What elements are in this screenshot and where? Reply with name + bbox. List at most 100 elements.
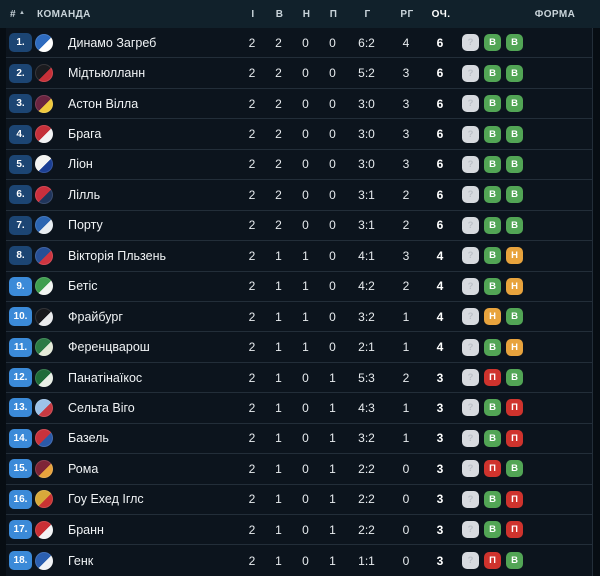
stat-draws: 0 bbox=[302, 187, 309, 202]
column-header-points[interactable]: ОЧ. bbox=[431, 8, 451, 20]
form-badge-win[interactable]: В bbox=[484, 521, 501, 539]
stat-goal-diff: 3 bbox=[402, 248, 410, 263]
form-badge-win[interactable]: В bbox=[484, 399, 501, 417]
position-cell: 10. bbox=[6, 307, 32, 327]
form-badge-upcoming[interactable]: ? bbox=[462, 186, 479, 204]
form-badge-win[interactable]: В bbox=[484, 64, 501, 82]
form-badge-win[interactable]: В bbox=[484, 216, 501, 234]
stat-played: 2 bbox=[248, 66, 256, 81]
form-badge-upcoming[interactable]: ? bbox=[462, 34, 479, 52]
form-badge-upcoming[interactable]: ? bbox=[462, 521, 479, 539]
form-badge-win[interactable]: В bbox=[484, 277, 501, 295]
form-badge-win[interactable]: В bbox=[506, 216, 523, 234]
table-row[interactable]: 5. Ліон 2 2 0 0 3:0 3 6 ? В В bbox=[6, 149, 592, 181]
form-badge-upcoming[interactable]: ? bbox=[462, 155, 479, 173]
form-badge-loss[interactable]: П bbox=[484, 369, 501, 387]
stat-wins: 2 bbox=[275, 96, 282, 111]
form-badge-upcoming[interactable]: ? bbox=[462, 125, 479, 143]
form-badge-draw[interactable]: Н bbox=[506, 247, 523, 265]
form-badge-upcoming[interactable]: ? bbox=[462, 308, 479, 326]
form-badge-win[interactable]: В bbox=[506, 64, 523, 82]
table-row[interactable]: 14. Базель 2 1 0 1 3:2 1 3 ? В П bbox=[6, 423, 592, 455]
table-row[interactable]: 17. Бранн 2 1 0 1 2:2 0 3 ? В П bbox=[6, 515, 592, 546]
stat-played: 2 bbox=[248, 522, 256, 537]
form-badge-win[interactable]: В bbox=[484, 34, 501, 52]
table-row[interactable]: 15. Рома 2 1 0 1 2:2 0 3 ? П В bbox=[6, 454, 592, 485]
form-badge-win[interactable]: В bbox=[506, 125, 523, 143]
stat-draws: 0 bbox=[302, 492, 309, 507]
form-badge-win[interactable]: В bbox=[506, 186, 523, 204]
form-badge-loss[interactable]: П bbox=[506, 429, 523, 447]
table-row[interactable]: 1. Динамо Загреб 2 2 0 0 6:2 4 6 ? В В bbox=[6, 28, 592, 59]
column-header-position[interactable]: # ▲ bbox=[0, 9, 28, 20]
form-badge-win[interactable]: В bbox=[506, 552, 523, 570]
form-badge-win[interactable]: В bbox=[484, 186, 501, 204]
form-badges: ? В В bbox=[455, 125, 592, 143]
form-badge-win[interactable]: В bbox=[484, 429, 501, 447]
table-row[interactable]: 11. Ференцварош 2 1 1 0 2:1 1 4 ? В Н bbox=[6, 332, 592, 363]
stat-goal-diff: 3 bbox=[402, 96, 410, 111]
form-badge-upcoming[interactable]: ? bbox=[462, 64, 479, 82]
table-row[interactable]: 18. Генк 2 1 0 1 1:1 0 3 ? П В bbox=[6, 545, 592, 576]
column-header-team[interactable]: КОМАНДА bbox=[37, 8, 91, 20]
form-badge-loss[interactable]: П bbox=[506, 490, 523, 508]
form-badge-win[interactable]: В bbox=[506, 34, 523, 52]
form-badge-loss[interactable]: П bbox=[484, 552, 501, 570]
form-badge-draw[interactable]: Н bbox=[484, 308, 501, 326]
form-badge-upcoming[interactable]: ? bbox=[462, 247, 479, 265]
table-row[interactable]: 9. Бетіс 2 1 1 0 4:2 2 4 ? В Н bbox=[6, 271, 592, 302]
form-badge-win[interactable]: В bbox=[506, 95, 523, 113]
form-badge-loss[interactable]: П bbox=[506, 521, 523, 539]
stat-played: 2 bbox=[248, 370, 256, 385]
table-row[interactable]: 2. Мідтьюлланн 2 2 0 0 5:2 3 6 ? В В bbox=[6, 58, 592, 89]
form-badge-upcoming[interactable]: ? bbox=[462, 338, 479, 356]
position-cell: 6. bbox=[6, 185, 32, 205]
form-badge-upcoming[interactable]: ? bbox=[462, 399, 479, 417]
team-logo-cell bbox=[32, 64, 56, 83]
form-badge-win[interactable]: В bbox=[484, 338, 501, 356]
column-header-form[interactable]: ФОРМА bbox=[534, 8, 576, 20]
team-logo-cell bbox=[32, 551, 56, 570]
column-header-draws[interactable]: Н bbox=[302, 8, 311, 20]
form-badge-upcoming[interactable]: ? bbox=[462, 277, 479, 295]
form-badge-win[interactable]: В bbox=[506, 369, 523, 387]
form-badge-upcoming[interactable]: ? bbox=[462, 216, 479, 234]
form-badge-win[interactable]: В bbox=[484, 490, 501, 508]
form-badge-upcoming[interactable]: ? bbox=[462, 429, 479, 447]
form-badge-win[interactable]: В bbox=[506, 460, 523, 478]
table-row[interactable]: 8. Вікторія Пльзень 2 1 1 0 4:1 3 4 ? В Н bbox=[6, 241, 592, 272]
form-badge-win[interactable]: В bbox=[484, 95, 501, 113]
table-row[interactable]: 16. Гоу Ехед Іглс 2 1 0 1 2:2 0 3 ? В П bbox=[6, 484, 592, 515]
table-row[interactable]: 10. Фрайбург 2 1 1 0 3:2 1 4 ? Н В bbox=[6, 301, 592, 333]
form-badge-win[interactable]: В bbox=[484, 125, 501, 143]
table-row[interactable]: 4. Брага 2 2 0 0 3:0 3 6 ? В В bbox=[6, 119, 592, 150]
team-crest-icon bbox=[35, 125, 53, 144]
form-badge-win[interactable]: В bbox=[484, 247, 501, 265]
column-header-goal-diff[interactable]: РГ bbox=[400, 8, 414, 20]
column-header-played[interactable]: І bbox=[251, 8, 255, 20]
form-badge-draw[interactable]: Н bbox=[506, 338, 523, 356]
table-row[interactable]: 7. Порту 2 2 0 0 3:1 2 6 ? В В bbox=[6, 210, 592, 242]
table-row[interactable]: 3. Астон Вілла 2 2 0 0 3:0 3 6 ? В В bbox=[6, 88, 592, 120]
form-badge-upcoming[interactable]: ? bbox=[462, 95, 479, 113]
column-header-goals[interactable]: Г bbox=[364, 8, 371, 20]
form-badge-win[interactable]: В bbox=[506, 155, 523, 173]
form-badge-win[interactable]: В bbox=[484, 155, 501, 173]
form-badges: ? В В bbox=[455, 95, 592, 113]
position-cell: 2. bbox=[6, 63, 32, 83]
table-row[interactable]: 13. Сельта Віго 2 1 0 1 4:3 1 3 ? В П bbox=[6, 393, 592, 424]
stat-losses: 0 bbox=[329, 279, 336, 294]
table-row[interactable]: 12. Панатінаїкос 2 1 0 1 5:3 2 3 ? П В bbox=[6, 362, 592, 394]
form-badge-upcoming[interactable]: ? bbox=[462, 369, 479, 387]
form-badge-upcoming[interactable]: ? bbox=[462, 460, 479, 478]
stat-draws: 0 bbox=[302, 157, 309, 172]
form-badge-win[interactable]: В bbox=[506, 308, 523, 326]
column-header-wins[interactable]: В bbox=[275, 8, 284, 20]
column-header-losses[interactable]: П bbox=[329, 8, 338, 20]
table-row[interactable]: 6. Лілль 2 2 0 0 3:1 2 6 ? В В bbox=[6, 180, 592, 211]
form-badge-upcoming[interactable]: ? bbox=[462, 490, 479, 508]
form-badge-upcoming[interactable]: ? bbox=[462, 552, 479, 570]
form-badge-loss[interactable]: П bbox=[484, 460, 501, 478]
form-badge-loss[interactable]: П bbox=[506, 399, 523, 417]
form-badge-draw[interactable]: Н bbox=[506, 277, 523, 295]
